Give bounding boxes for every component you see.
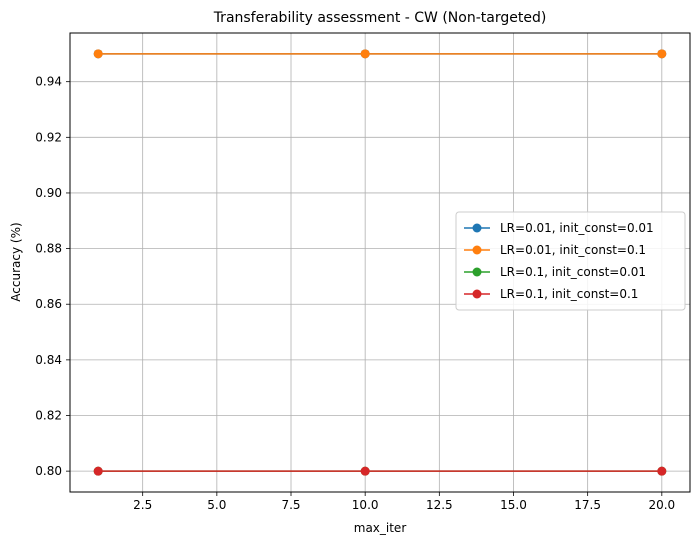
x-tick-label: 17.5 xyxy=(574,498,601,512)
data-point xyxy=(360,49,370,59)
y-tick-label: 0.86 xyxy=(35,297,62,311)
legend-item: LR=0.01, init_const=0.01 xyxy=(464,221,654,235)
legend-item: LR=0.1, init_const=0.01 xyxy=(464,265,646,279)
legend-item: LR=0.1, init_const=0.1 xyxy=(464,287,638,301)
x-tick-label: 2.5 xyxy=(133,498,152,512)
chart-title: Transferability assessment - CW (Non-tar… xyxy=(213,10,547,26)
legend-label: LR=0.1, init_const=0.01 xyxy=(500,265,646,279)
x-tick-label: 20.0 xyxy=(648,498,675,512)
legend-marker xyxy=(472,223,482,233)
axis-ticks: 2.5 5.0 7.5 10.0 12.5 15.0 17.5 20.0 0.80 0.82 0.8… xyxy=(35,75,675,512)
data-point xyxy=(657,49,667,59)
legend-label: LR=0.1, init_const=0.1 xyxy=(500,287,638,301)
legend-frame xyxy=(455,211,686,311)
x-tick-label: 12.5 xyxy=(426,498,453,512)
data-point xyxy=(657,466,667,476)
data-point xyxy=(360,466,370,476)
x-tick-label: 7.5 xyxy=(281,498,300,512)
x-axis-label: max_iter xyxy=(354,521,407,535)
data-point xyxy=(93,49,103,59)
y-axis-label: Accuracy (%) xyxy=(9,222,23,301)
x-tick-label: 15.0 xyxy=(500,498,527,512)
plot-frame xyxy=(69,32,691,493)
y-tick-label: 0.80 xyxy=(35,464,62,478)
data-point xyxy=(93,466,103,476)
y-tick-label: 0.82 xyxy=(35,409,62,423)
legend-label: LR=0.01, init_const=0.01 xyxy=(500,221,654,235)
legend-marker xyxy=(472,245,482,255)
y-tick-label: 0.92 xyxy=(35,130,62,144)
series-4 xyxy=(93,466,667,476)
y-tick-label: 0.90 xyxy=(35,186,62,200)
legend-label: LR=0.01, init_const=0.1 xyxy=(500,243,646,257)
legend-item: LR=0.01, init_const=0.1 xyxy=(464,243,646,257)
series-2 xyxy=(93,49,667,59)
y-tick-label: 0.88 xyxy=(35,242,62,256)
x-tick-label: 5.0 xyxy=(207,498,226,512)
legend-marker xyxy=(472,267,482,277)
legend-marker xyxy=(472,289,482,299)
series-layer xyxy=(93,49,667,476)
legend: LR=0.01, init_const=0.01 LR=0.01, init_co… xyxy=(455,211,686,311)
x-tick-label: 10.0 xyxy=(352,498,379,512)
y-tick-label: 0.94 xyxy=(35,75,62,89)
y-tick-label: 0.84 xyxy=(35,353,62,367)
